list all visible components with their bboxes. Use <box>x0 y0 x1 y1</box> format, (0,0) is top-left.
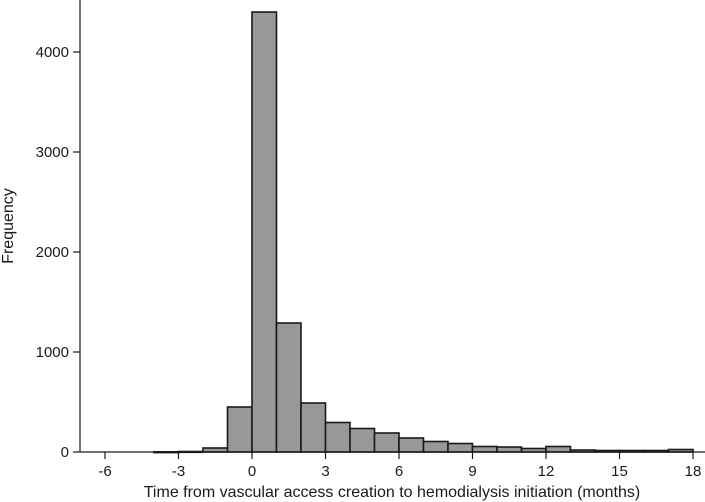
histogram-bars <box>153 11 694 454</box>
y-tick-label: 4000 <box>36 44 69 61</box>
x-tick-label: 15 <box>611 463 628 480</box>
histogram-bar <box>496 446 523 453</box>
y-tick-label: 1000 <box>36 344 69 361</box>
histogram-bar <box>398 437 425 453</box>
x-tick-label: 12 <box>538 463 555 480</box>
x-tick-label: -3 <box>172 463 185 480</box>
histogram-bar <box>373 432 400 453</box>
histogram-bar <box>422 440 449 453</box>
x-tick-label: 9 <box>468 463 476 480</box>
histogram-bar <box>324 421 351 453</box>
y-axis-ticks: 0 1000 2000 3000 4000 <box>36 44 80 461</box>
histogram-bar <box>471 445 498 453</box>
histogram-bar <box>251 11 278 453</box>
histogram-bar <box>349 427 376 453</box>
y-tick-label: 3000 <box>36 144 69 161</box>
y-tick-label: 0 <box>61 444 69 461</box>
histogram-bar <box>545 445 572 453</box>
histogram-bar <box>300 402 327 453</box>
x-tick-label: 18 <box>685 463 702 480</box>
x-tick-label: 3 <box>321 463 329 480</box>
x-tick-label: 0 <box>248 463 256 480</box>
y-axis-title: Frequency <box>0 188 17 264</box>
x-axis-title: Time from vascular access creation to he… <box>144 484 640 501</box>
x-tick-label: 6 <box>395 463 403 480</box>
x-axis-ticks: -6 -3 0 3 6 9 12 15 18 <box>98 452 701 480</box>
histogram-bar <box>226 406 253 453</box>
x-tick-label: -6 <box>98 463 111 480</box>
histogram-bar <box>447 442 474 453</box>
histogram-bar <box>275 322 302 453</box>
y-tick-label: 2000 <box>36 244 69 261</box>
